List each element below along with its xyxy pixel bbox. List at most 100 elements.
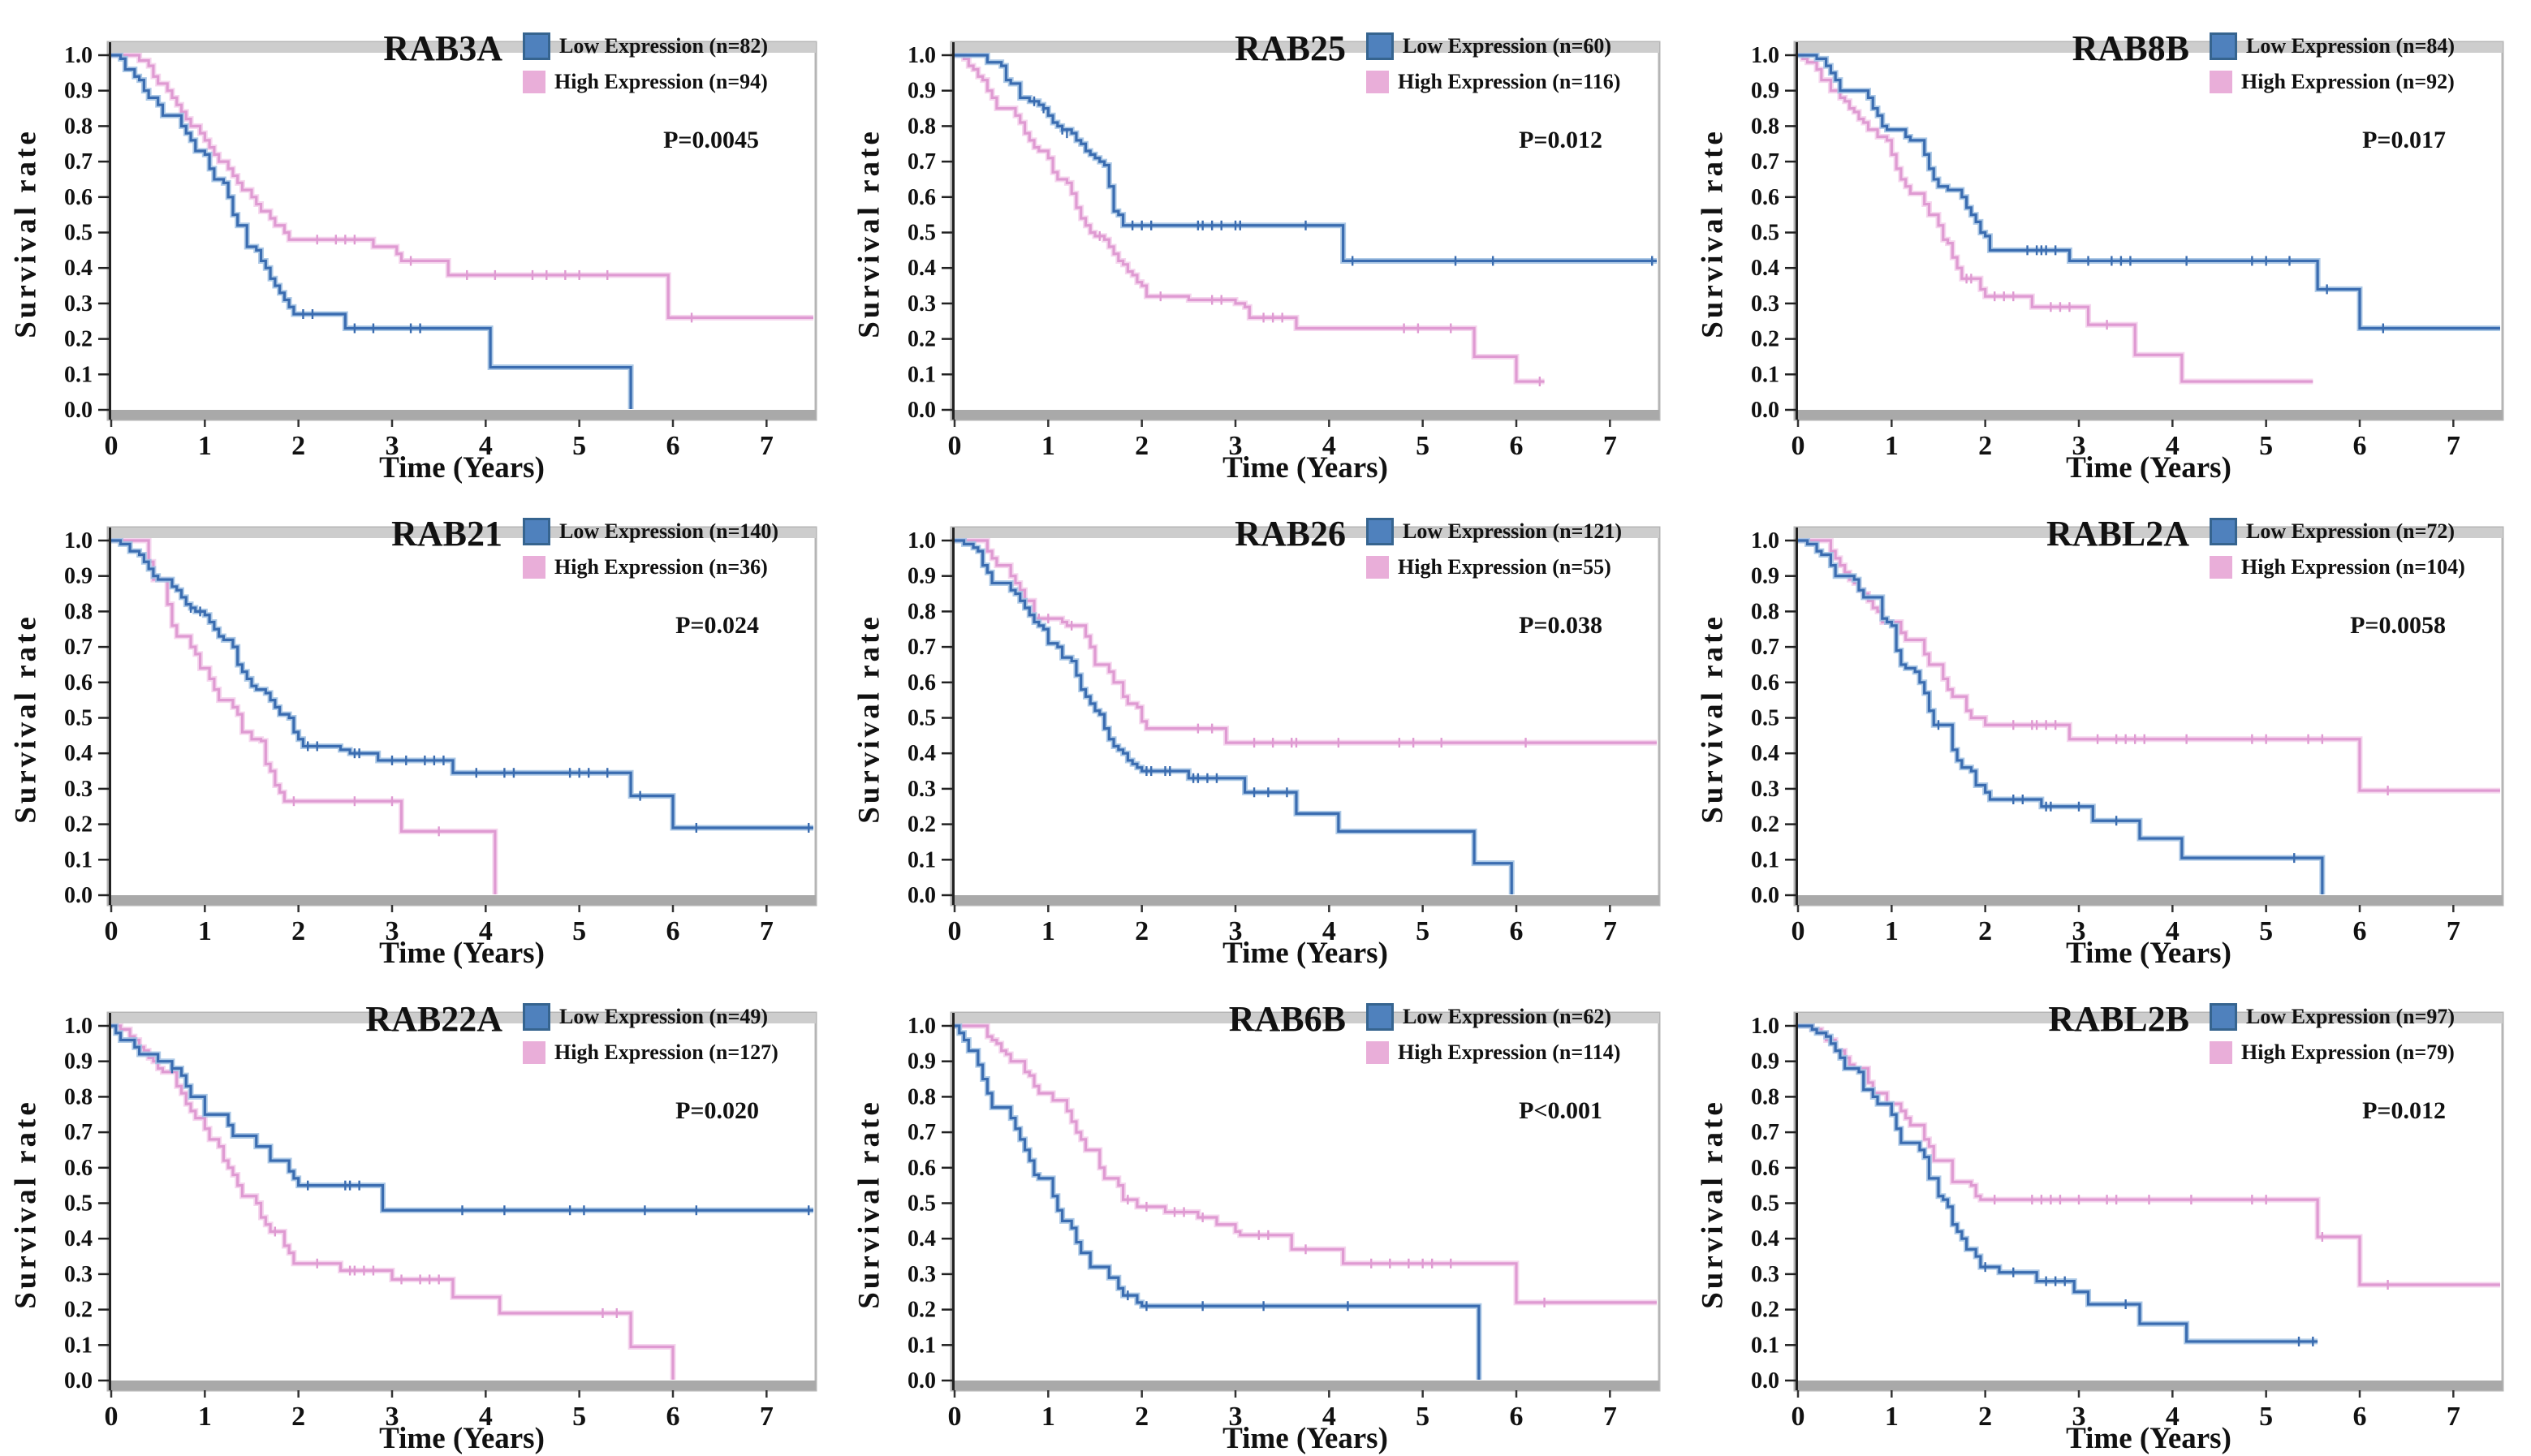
- y-tick-label: 0.6: [64, 185, 93, 210]
- y-axis-title: Survival rate: [852, 614, 886, 824]
- x-tick-label: 3: [386, 431, 399, 461]
- gene-title: RAB26: [1235, 514, 1346, 554]
- x-tick-label: 1: [1885, 431, 1899, 461]
- plot-top-band: [951, 42, 1659, 53]
- y-tick-label: 1.0: [64, 1014, 93, 1039]
- x-tick-label: 7: [760, 916, 774, 946]
- y-tick-label: 0.3: [908, 777, 936, 802]
- y-tick-label: 0.0: [1751, 883, 1779, 908]
- x-tick-label: 5: [2259, 431, 2273, 461]
- x-tick-label: 1: [198, 1402, 212, 1432]
- y-tick-label: 0.2: [1751, 812, 1779, 838]
- legend-high-label: High Expression (n=55): [1398, 555, 1611, 579]
- low-survival-curve: [955, 54, 1657, 263]
- km-panel-rabl2b: 1.0 0.9 0.8 0.7 0.6 0.5 0.4 0.3 0.2 0.1 0.0 0 1 2 3 4 5 6…: [1687, 971, 2530, 1456]
- km-panel-rab25: 1.0 0.9 0.8 0.7 0.6 0.5 0.4 0.3 0.2 0.1 0.0 0 1 2 3 4 5 6…: [843, 0, 1687, 485]
- high-survival-curve: [111, 539, 497, 894]
- x-tick-label: 0: [1792, 1402, 1805, 1432]
- plot-frame: [950, 1011, 1661, 1392]
- x-tick-label: 3: [1229, 916, 1243, 946]
- y-tick-label: 0.1: [64, 1333, 93, 1358]
- y-tick-label: 0.0: [64, 1368, 93, 1394]
- y-tick-label: 0.7: [908, 1120, 936, 1145]
- x-axis-title: Time (Years): [2066, 451, 2231, 485]
- x-tick-label: 1: [1041, 431, 1055, 461]
- y-tick-label: 0.0: [64, 398, 93, 423]
- legend: Low Expression (n=97) High Expression (n…: [2210, 1003, 2455, 1065]
- gene-title: RAB22A: [365, 999, 502, 1039]
- y-tick-label: 0.0: [908, 1368, 936, 1394]
- x-tick-label: 7: [760, 1402, 774, 1432]
- low-survival-curve: [955, 539, 1513, 894]
- plot-frame: [106, 41, 817, 421]
- p-value: P=0.0045: [663, 127, 759, 153]
- legend-low-label: Low Expression (n=82): [559, 34, 769, 58]
- y-tick-label: 0.2: [64, 812, 93, 838]
- x-tick-label: 5: [2259, 1402, 2273, 1432]
- y-tick-label: 1.0: [64, 528, 93, 554]
- p-value: P=0.038: [1519, 612, 1602, 639]
- x-tick-label: 4: [2166, 916, 2180, 946]
- plot-top-band: [108, 1013, 816, 1023]
- low-expression-swatch: [1366, 1003, 1394, 1031]
- x-axis-title: Time (Years): [1222, 451, 1388, 485]
- survival-plot: 1.0 0.9 0.8 0.7 0.6 0.5 0.4 0.3 0.2 0.1 0.0 0 1 2 3 4 5 6…: [908, 41, 1661, 461]
- legend-low-label: Low Expression (n=60): [1403, 34, 1612, 58]
- y-tick-label: 0.0: [64, 883, 93, 908]
- x-tick-label: 5: [2259, 916, 2273, 946]
- x-tick-label: 2: [1978, 1402, 1992, 1432]
- legend-low-label: Low Expression (n=62): [1403, 1005, 1612, 1028]
- y-tick-label: 0.3: [1751, 777, 1779, 802]
- y-tick-label: 0.7: [1751, 1120, 1779, 1145]
- y-tick-label: 0.7: [64, 1120, 93, 1145]
- p-value: P<0.001: [1519, 1097, 1602, 1124]
- plot-frame: [950, 526, 1661, 907]
- y-tick-label: 0.8: [908, 599, 936, 624]
- x-tick-label: 0: [948, 916, 962, 946]
- y-tick-label: 0.3: [64, 777, 93, 802]
- low-expression-swatch: [2210, 32, 2237, 60]
- y-tick-label: 0.5: [1751, 221, 1779, 246]
- legend: Low Expression (n=121) High Expression (…: [1366, 518, 1622, 579]
- y-tick-label: 0.5: [908, 1191, 936, 1217]
- y-tick-label: 0.4: [1751, 256, 1779, 281]
- x-tick-label: 5: [1416, 916, 1429, 946]
- legend-row-low: Low Expression (n=140): [523, 518, 778, 545]
- y-tick-label: 0.3: [64, 291, 93, 317]
- x-tick-label: 0: [105, 1402, 119, 1432]
- y-axis-title: Survival rate: [1696, 614, 1730, 824]
- high-survival-curve: [955, 54, 1545, 383]
- y-tick-label: 0.6: [64, 670, 93, 696]
- x-tick-label: 0: [1792, 916, 1805, 946]
- legend-row-low: Low Expression (n=82): [523, 32, 768, 60]
- legend-high-label: High Expression (n=127): [554, 1040, 778, 1064]
- y-tick-label: 0.5: [64, 1191, 93, 1217]
- y-tick-label: 0.1: [1751, 1333, 1779, 1358]
- low-survival-curve: [1798, 1024, 2318, 1343]
- plot-frame: [106, 526, 817, 907]
- x-tick-label: 2: [1978, 916, 1992, 946]
- legend: Low Expression (n=49) High Expression (n…: [523, 1003, 778, 1065]
- x-tick-label: 6: [1510, 916, 1524, 946]
- x-axis-band: [108, 410, 816, 420]
- plot-top-band: [1795, 1013, 2503, 1023]
- x-axis-title: Time (Years): [379, 937, 545, 970]
- y-tick-label: 0.8: [1751, 1084, 1779, 1109]
- x-tick-label: 3: [386, 916, 399, 946]
- km-panel-rab8b: 1.0 0.9 0.8 0.7 0.6 0.5 0.4 0.3 0.2 0.1 0.0 0 1 2 3 4 5 6…: [1687, 0, 2530, 485]
- low-expression-swatch: [1366, 518, 1394, 545]
- x-tick-label: 7: [2447, 431, 2460, 461]
- y-tick-label: 0.9: [908, 79, 936, 104]
- y-tick-label: 0.3: [908, 1262, 936, 1287]
- km-panel-rab6b: 1.0 0.9 0.8 0.7 0.6 0.5 0.4 0.3 0.2 0.1 0.0 0 1 2 3 4 5 6…: [843, 971, 1687, 1456]
- p-value: P=0.012: [1519, 127, 1602, 153]
- low-survival-curve: [1798, 54, 2500, 330]
- y-tick-label: 0.1: [64, 847, 93, 872]
- y-tick-label: 0.5: [64, 706, 93, 731]
- x-tick-label: 3: [2072, 1402, 2086, 1432]
- x-tick-label: 6: [666, 431, 680, 461]
- x-axis-title: Time (Years): [1222, 937, 1388, 970]
- legend-high-label: High Expression (n=116): [1398, 70, 1621, 93]
- km-panel-rab21: 1.0 0.9 0.8 0.7 0.6 0.5 0.4 0.3 0.2 0.1 0.0 0 1 2 3 4 5 6…: [0, 485, 843, 971]
- high-survival-curve: [955, 1024, 1657, 1304]
